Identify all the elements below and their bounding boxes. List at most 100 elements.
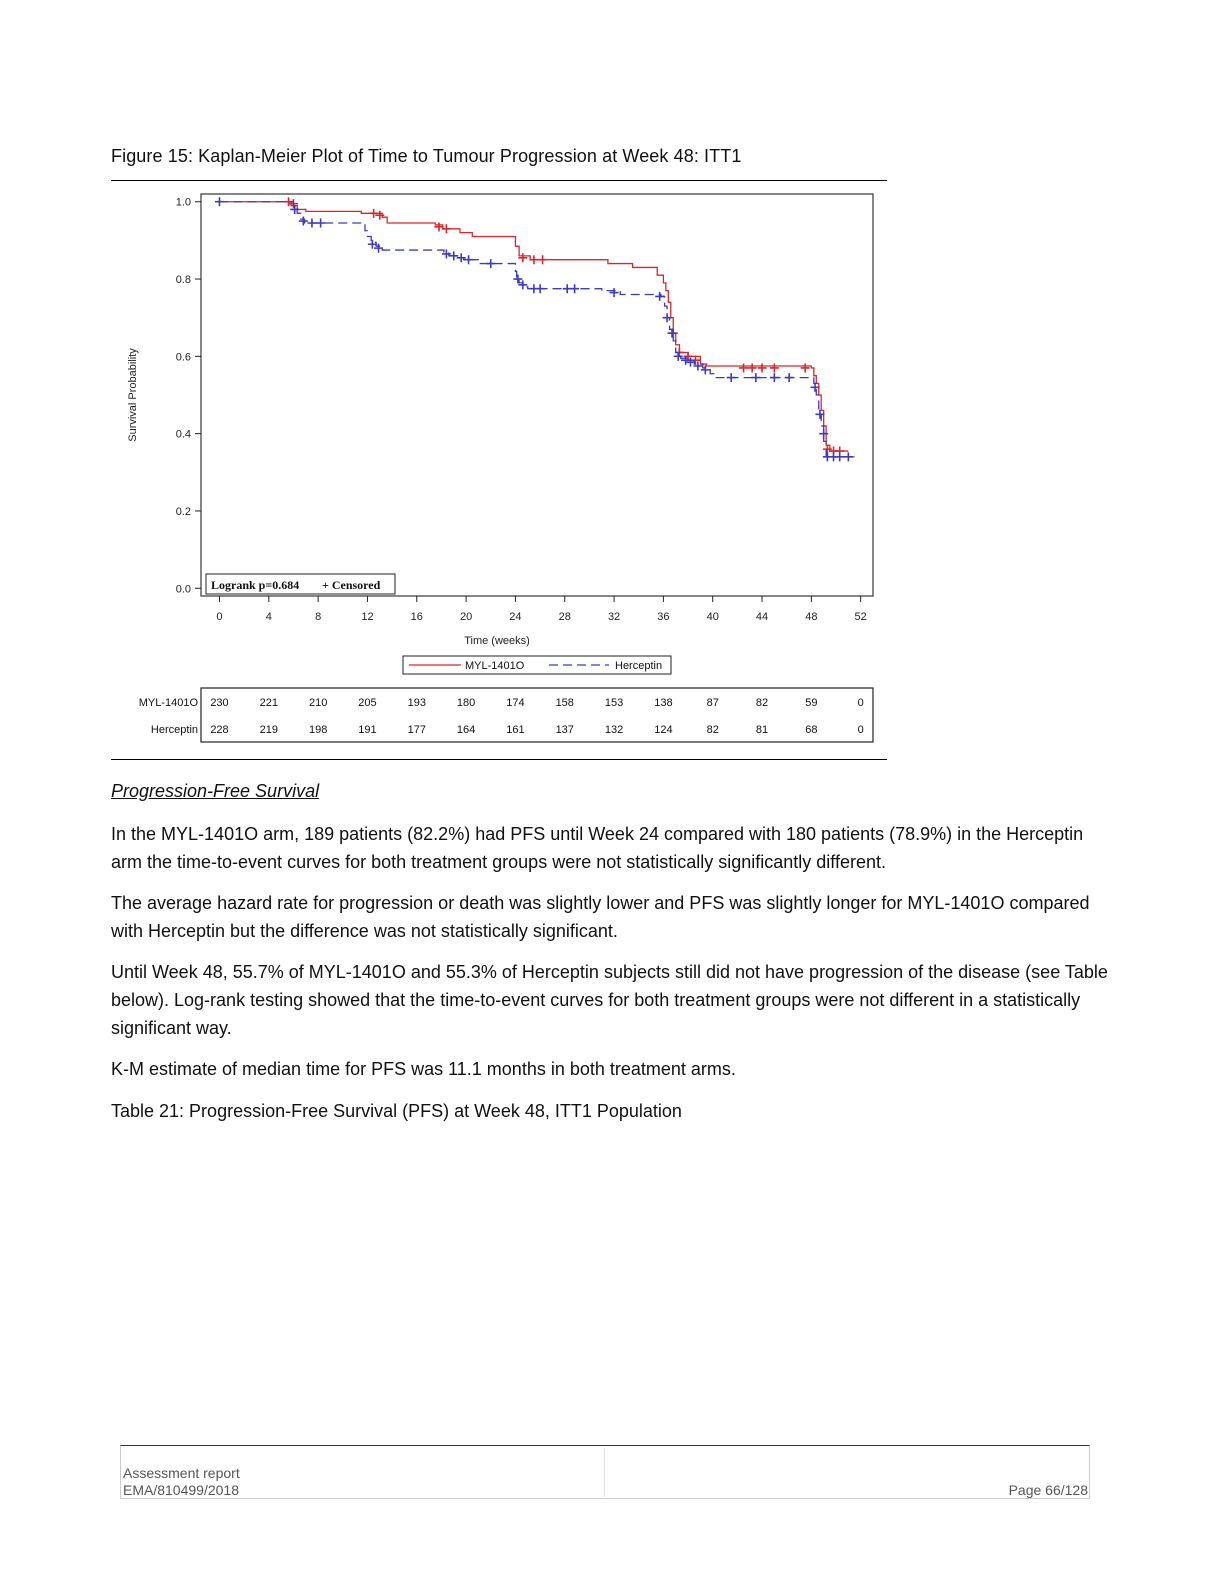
x-tick-label: 16: [411, 611, 423, 623]
logrank-text: Logrank p=0.684: [211, 578, 299, 592]
censor-mark: [538, 255, 548, 265]
footer-box: [120, 1445, 1090, 1499]
legend-label-myl-1401o: MYL-1401O: [465, 660, 525, 672]
at-risk-cell: 158: [556, 697, 574, 709]
paragraph-pfs-week24: In the MYL-1401O arm, 189 patients (82.2…: [111, 824, 1084, 872]
at-risk-cell: 0: [858, 697, 864, 709]
y-tick-label: 0.6: [176, 351, 191, 363]
legend-label-herceptin: Herceptin: [615, 660, 662, 672]
x-tick-label: 24: [509, 611, 521, 623]
at-risk-cell: 59: [805, 697, 817, 709]
censor-mark: [434, 222, 444, 232]
x-tick-label: 44: [756, 611, 768, 623]
censor-mark: [843, 452, 853, 462]
plot-frame: [200, 193, 874, 597]
censor-mark: [518, 253, 528, 263]
censor-mark: [655, 291, 665, 301]
censor-mark: [290, 204, 300, 214]
paragraph-week48: Until Week 48, 55.7% of MYL-1401O and 55…: [111, 962, 1108, 1038]
footer-doc-ref: EMA/810499/2018: [123, 1482, 239, 1498]
section-heading: Progression-Free Survival: [111, 781, 320, 801]
at-risk-cell: 124: [654, 724, 672, 736]
data-layer: [214, 197, 855, 666]
footer-left: Assessment report EMA/810499/2018: [123, 1465, 240, 1499]
km-curve-myl-1401o: [219, 201, 849, 452]
kaplan-meier-chart: 0.0 0.2 0.4 0.6 0.8 1.0 Survival Probability 0 4…: [127, 193, 874, 743]
logrank-box: [205, 573, 396, 595]
km-curve-herceptin: [219, 201, 855, 458]
y-axis-label: Survival Probability: [127, 348, 139, 442]
censor-mark: [535, 284, 545, 294]
at-risk-cell: 137: [556, 724, 574, 736]
censor-mark: [316, 218, 326, 228]
figure-caption: Figure 15: Kaplan-Meier Plot of Time to …: [111, 146, 742, 166]
legend-box: [402, 655, 672, 675]
censor-mark: [673, 351, 683, 361]
censor-mark: [570, 284, 580, 294]
x-tick-label: 0: [216, 611, 222, 623]
censor-mark: [681, 355, 691, 365]
censor-mark: [441, 249, 451, 259]
y-tick-label: 0.2: [176, 506, 191, 518]
censor-mark: [751, 373, 761, 383]
figure-top-rule: [111, 180, 887, 181]
y-tick-label: 0.4: [176, 429, 191, 441]
at-risk-cell: 221: [260, 697, 278, 709]
y-tick-label: 0.8: [176, 274, 191, 286]
censor-mark: [819, 429, 829, 439]
at-risk-cell: 219: [260, 724, 278, 736]
footer-page-number: Page 66/128: [1008, 1482, 1088, 1498]
at-risk-row-label-herceptin: Herceptin: [151, 724, 198, 736]
censor-mark: [800, 363, 810, 373]
censor-mark: [374, 243, 384, 253]
at-risk-cell: 87: [707, 697, 719, 709]
footer-divider: [604, 1448, 605, 1497]
at-risk-cell: 210: [309, 697, 327, 709]
censor-mark: [693, 361, 703, 371]
censor-mark: [513, 274, 523, 284]
at-risk-cell: 161: [506, 724, 524, 736]
censor-mark: [815, 409, 825, 419]
at-risk-cell: 180: [457, 697, 475, 709]
paragraph-hazard-rate: The average hazard rate for progression …: [111, 893, 1090, 941]
at-risk-cell: 0: [858, 724, 864, 736]
at-risk-cell: 191: [358, 724, 376, 736]
x-tick-label: 8: [315, 611, 321, 623]
paragraph-median-pfs: K-M estimate of median time for PFS was …: [111, 1059, 736, 1079]
figure-bottom-rule: [111, 759, 887, 760]
at-risk-cell: 198: [309, 724, 327, 736]
x-tick-label: 36: [657, 611, 669, 623]
censor-mark: [726, 373, 736, 383]
censor-mark: [769, 373, 779, 383]
censor-mark: [757, 363, 767, 373]
at-risk-cell: 193: [408, 697, 426, 709]
censor-mark: [307, 218, 317, 228]
censor-mark: [667, 328, 677, 338]
censor-mark: [486, 259, 496, 269]
censor-mark: [441, 224, 451, 234]
x-tick-label: 52: [855, 611, 867, 623]
censor-mark: [518, 280, 528, 290]
axes-layer: [195, 193, 874, 743]
at-risk-cell: 177: [408, 724, 426, 736]
at-risk-cell: 82: [707, 724, 719, 736]
censor-mark: [784, 373, 794, 383]
censor-mark: [700, 365, 710, 375]
censor-mark: [214, 197, 224, 207]
at-risk-cell: 228: [210, 724, 228, 736]
x-tick-label: 48: [805, 611, 817, 623]
censor-mark: [369, 208, 379, 218]
censor-mark: [822, 444, 832, 454]
censor-mark: [529, 255, 539, 265]
at-risk-cell: 164: [457, 724, 475, 736]
x-tick-label: 20: [460, 611, 472, 623]
y-tick-label: 0.0: [176, 583, 191, 595]
at-risk-cell: 81: [756, 724, 768, 736]
x-tick-label: 4: [266, 611, 272, 623]
censor-mark: [375, 210, 385, 220]
censor-mark: [662, 313, 672, 323]
censor-mark: [367, 239, 377, 249]
censored-legend-text: + Censored: [322, 578, 381, 592]
x-tick-label: 12: [361, 611, 373, 623]
censor-mark: [449, 251, 459, 261]
